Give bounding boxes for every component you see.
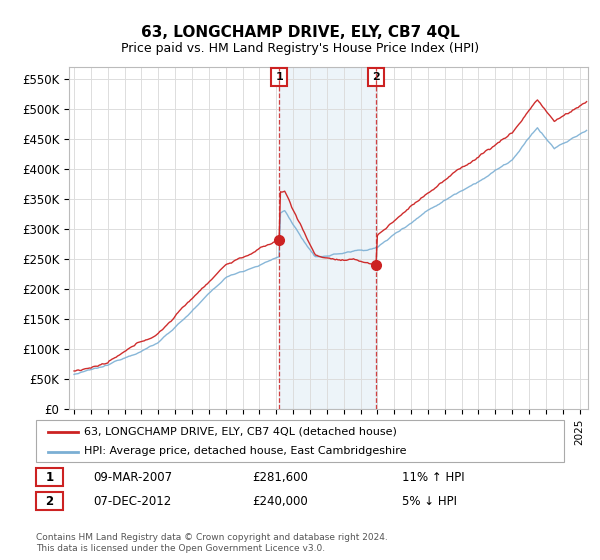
Text: 09-MAR-2007: 09-MAR-2007: [93, 470, 172, 484]
Text: £281,600: £281,600: [252, 470, 308, 484]
Text: 5% ↓ HPI: 5% ↓ HPI: [402, 494, 457, 508]
Text: HPI: Average price, detached house, East Cambridgeshire: HPI: Average price, detached house, East…: [84, 446, 407, 456]
Text: 07-DEC-2012: 07-DEC-2012: [93, 494, 171, 508]
Bar: [279, 67, 376, 409]
Text: 2: 2: [372, 72, 380, 82]
Text: £240,000: £240,000: [252, 494, 308, 508]
Text: Contains HM Land Registry data © Crown copyright and database right 2024.
This d: Contains HM Land Registry data © Crown c…: [36, 533, 388, 553]
Text: 63, LONGCHAMP DRIVE, ELY, CB7 4QL: 63, LONGCHAMP DRIVE, ELY, CB7 4QL: [140, 25, 460, 40]
Text: Price paid vs. HM Land Registry's House Price Index (HPI): Price paid vs. HM Land Registry's House …: [121, 42, 479, 55]
Text: 63, LONGCHAMP DRIVE, ELY, CB7 4QL (detached house): 63, LONGCHAMP DRIVE, ELY, CB7 4QL (detac…: [84, 427, 397, 437]
Text: 11% ↑ HPI: 11% ↑ HPI: [402, 470, 464, 484]
Text: 1: 1: [275, 72, 283, 82]
Text: 2: 2: [46, 494, 53, 508]
Text: 1: 1: [46, 470, 53, 484]
